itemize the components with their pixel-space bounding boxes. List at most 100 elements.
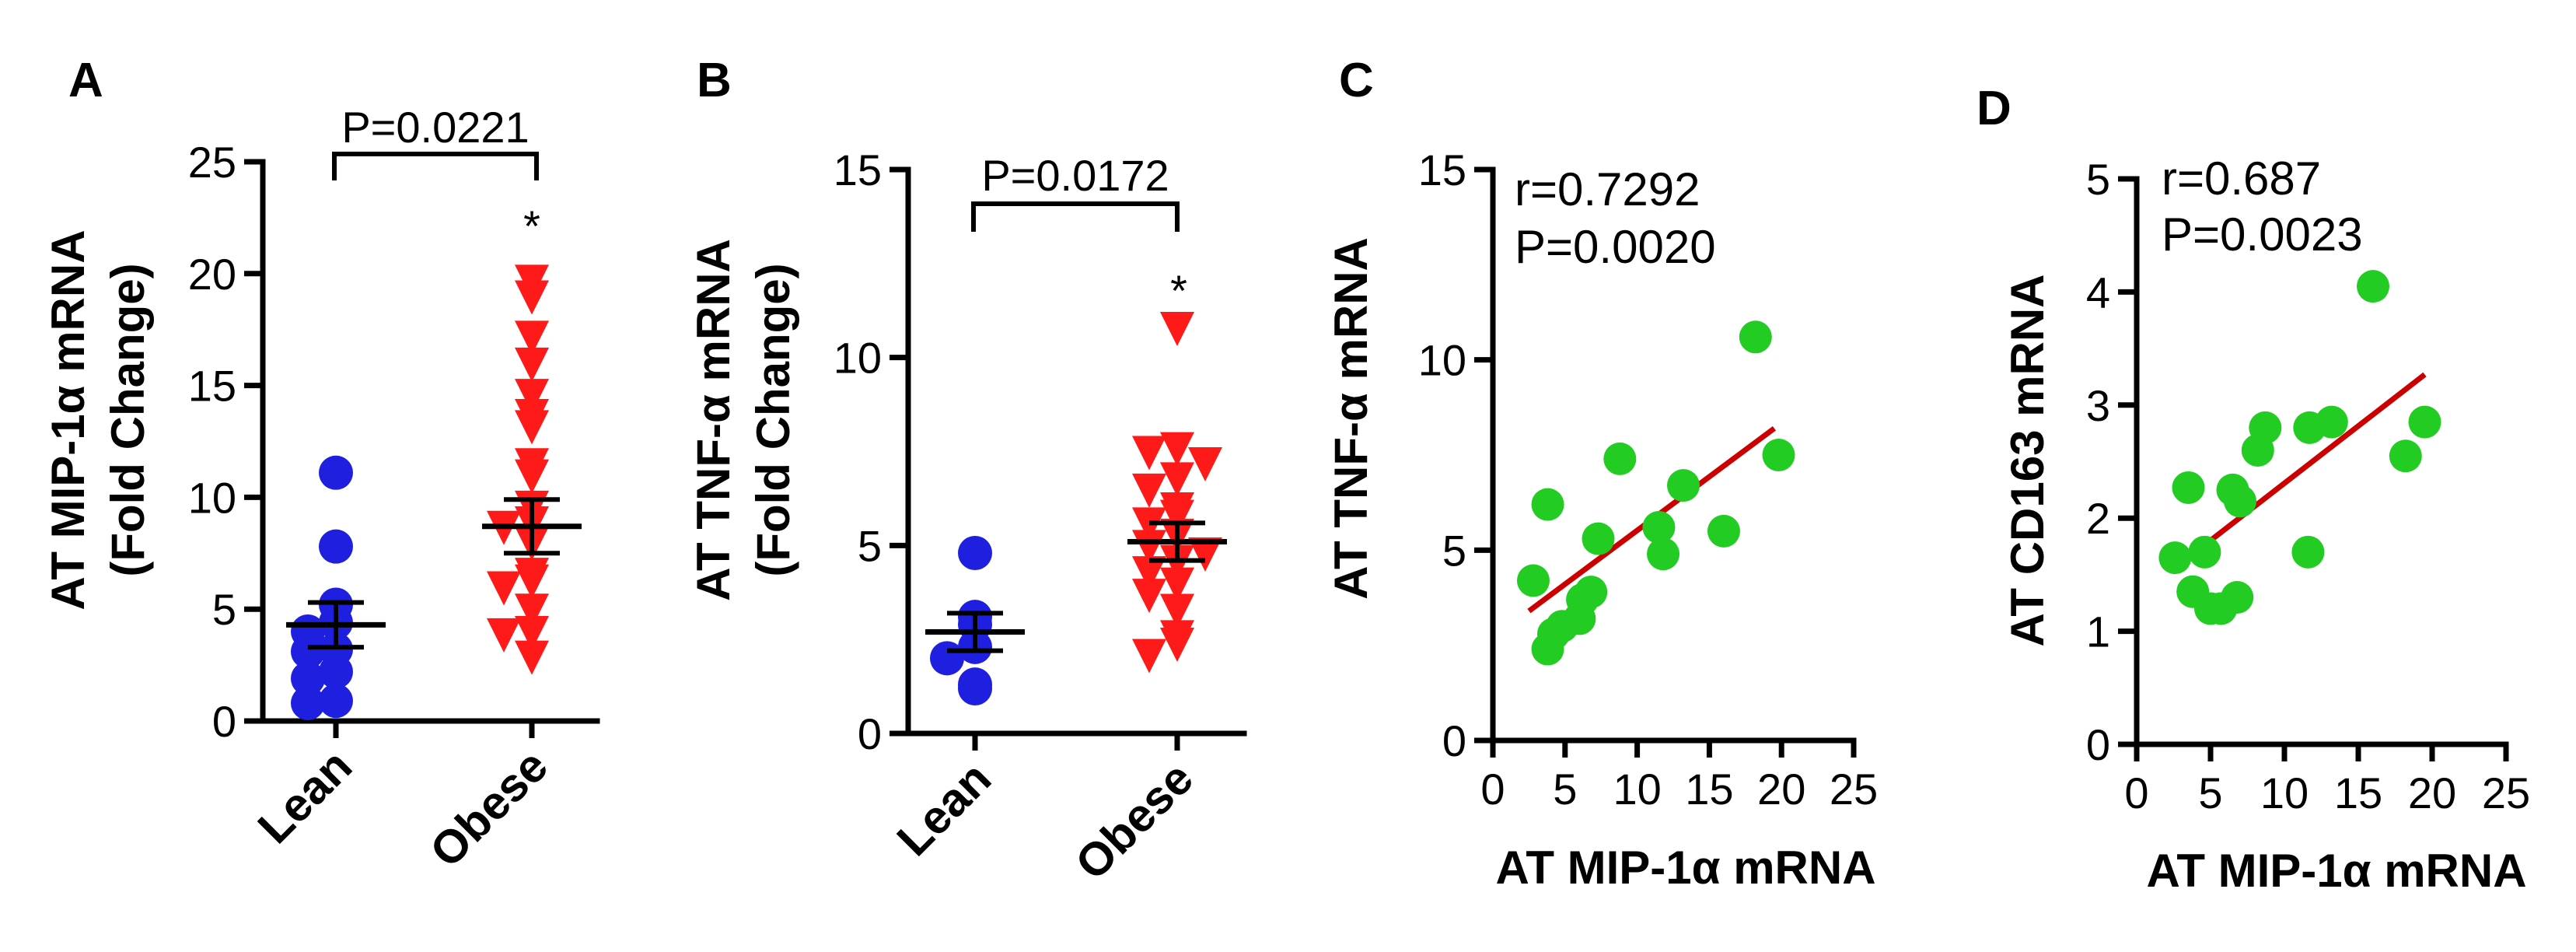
b-ytick-label: 10 — [834, 334, 882, 383]
panel-c-r-value: r=0.7292 — [1515, 163, 1700, 215]
panel-d-xlabel: AT MIP-1α mRNA — [2146, 845, 2526, 897]
c-ytick-label: 0 — [1442, 716, 1466, 765]
b-point-obese — [1132, 530, 1166, 565]
panel-b-significance-star: * — [1170, 266, 1187, 315]
a-point-lean — [291, 685, 325, 720]
b-point-obese — [1188, 537, 1222, 572]
panel-b-ylabel-line1: AT TNF-α mRNA — [687, 239, 739, 601]
c-xtick-label: 5 — [1553, 765, 1577, 814]
panel-label-c: C — [1339, 54, 1374, 107]
a-point-lean — [319, 654, 353, 689]
c-point — [1642, 510, 1676, 544]
b-point-obese — [1132, 556, 1166, 591]
panel-b-significance-bracket — [971, 201, 1180, 232]
b-ytick-label: 0 — [858, 709, 882, 758]
b-point-obese — [1132, 639, 1166, 674]
d-ytick-label: 2 — [2086, 494, 2110, 543]
a-point-lean — [291, 661, 325, 696]
d-xtick-label: 25 — [2482, 768, 2530, 817]
b-point-obese — [1160, 593, 1194, 628]
b-ytick-label: 15 — [834, 145, 882, 194]
a-ytick-label: 5 — [212, 585, 236, 634]
d-xtick-label: 0 — [2124, 768, 2148, 817]
b-point-obese — [1188, 447, 1222, 481]
panel-c-ylabel: AT TNF-α mRNA — [1325, 237, 1377, 600]
panel-c-xlabel: AT MIP-1α mRNA — [1495, 842, 1875, 894]
b-point-obese — [1160, 312, 1194, 346]
d-point — [2172, 471, 2205, 504]
d-ytick-label: 1 — [2086, 607, 2110, 656]
d-xtick-label: 10 — [2260, 768, 2309, 817]
c-point — [1647, 537, 1680, 571]
a-point-obese — [515, 320, 549, 355]
a-point-obese — [515, 379, 549, 414]
panel-a-significance-star: * — [523, 201, 540, 250]
a-point-obese — [487, 571, 521, 606]
panel-b: B AT TNF-α mRNA (Fold Change) 0 5 10 15 Lea… — [687, 54, 1247, 890]
d-ytick-label: 0 — [2086, 720, 2110, 769]
b-point-obese — [1132, 473, 1166, 508]
b-point-obese — [1160, 567, 1194, 602]
a-point-lean — [319, 455, 353, 490]
panel-a-significance-bracket — [332, 152, 539, 180]
a-ytick-label: 20 — [188, 250, 236, 299]
a-point-obese — [515, 564, 549, 599]
a-point-obese — [515, 593, 549, 628]
c-xtick-label: 20 — [1757, 765, 1805, 814]
d-xtick-label: 20 — [2408, 768, 2456, 817]
c-xtick-label: 0 — [1480, 765, 1505, 814]
a-ytick-label: 15 — [188, 362, 236, 411]
b-point-lean — [958, 536, 992, 570]
c-ytick-label: 5 — [1442, 526, 1466, 575]
d-point — [2224, 485, 2256, 518]
c-point — [1707, 514, 1740, 548]
d-xtick-label: 15 — [2334, 768, 2382, 817]
panel-b-p-value: P=0.0172 — [981, 151, 1169, 200]
c-point — [1762, 439, 1795, 471]
c-ytick-label: 10 — [1418, 336, 1466, 385]
b-point-obese — [1160, 462, 1194, 497]
c-ytick-label: 15 — [1418, 145, 1466, 194]
b-point-obese — [1160, 499, 1194, 534]
b-point-obese — [1132, 579, 1166, 614]
d-point — [2357, 270, 2389, 303]
panel-a-ylabel-line1: AT MIP-1α mRNA — [42, 229, 94, 610]
c-point — [1531, 488, 1564, 521]
c-point — [1603, 442, 1637, 475]
c-xtick-label: 15 — [1685, 765, 1733, 814]
a-ytick-label: 25 — [188, 138, 236, 187]
panel-label-a: A — [68, 54, 103, 107]
c-point — [1739, 320, 1772, 354]
c-point — [1531, 632, 1564, 666]
panel-a-p-value: P=0.0221 — [341, 103, 529, 152]
panel-d-r-value: r=0.687 — [2162, 152, 2321, 205]
c-point — [1516, 564, 1550, 597]
panel-label-b: B — [697, 54, 732, 107]
panel-a: A AT MIP-1α mRNA (Fold Change) 0 5 10 15 20 2… — [42, 54, 600, 877]
b-ytick-label: 5 — [858, 521, 882, 570]
d-point — [2291, 535, 2325, 569]
d-ytick-label: 4 — [2086, 268, 2110, 317]
b-category-label: Obese — [1065, 752, 1203, 890]
c-xtick-label: 25 — [1830, 765, 1878, 814]
a-point-obese — [515, 640, 549, 675]
c-point — [1666, 469, 1700, 502]
panel-d-fit-line — [2172, 372, 2427, 572]
a-point-obese — [515, 615, 549, 650]
a-point-obese — [515, 410, 549, 445]
b-point-obese — [1132, 436, 1166, 471]
panel-label-d: D — [1977, 82, 2012, 135]
a-point-obese — [515, 347, 549, 382]
a-point-obese — [515, 280, 549, 315]
a-point-obese — [515, 459, 549, 494]
a-category-label: Obese — [420, 740, 557, 877]
a-ytick-label: 10 — [188, 473, 236, 522]
d-point — [2204, 592, 2238, 625]
d-point — [2293, 411, 2326, 444]
b-point-obese — [1160, 628, 1194, 662]
a-category-label: Lean — [248, 740, 362, 853]
panel-c-p-value: P=0.0020 — [1515, 221, 1716, 273]
